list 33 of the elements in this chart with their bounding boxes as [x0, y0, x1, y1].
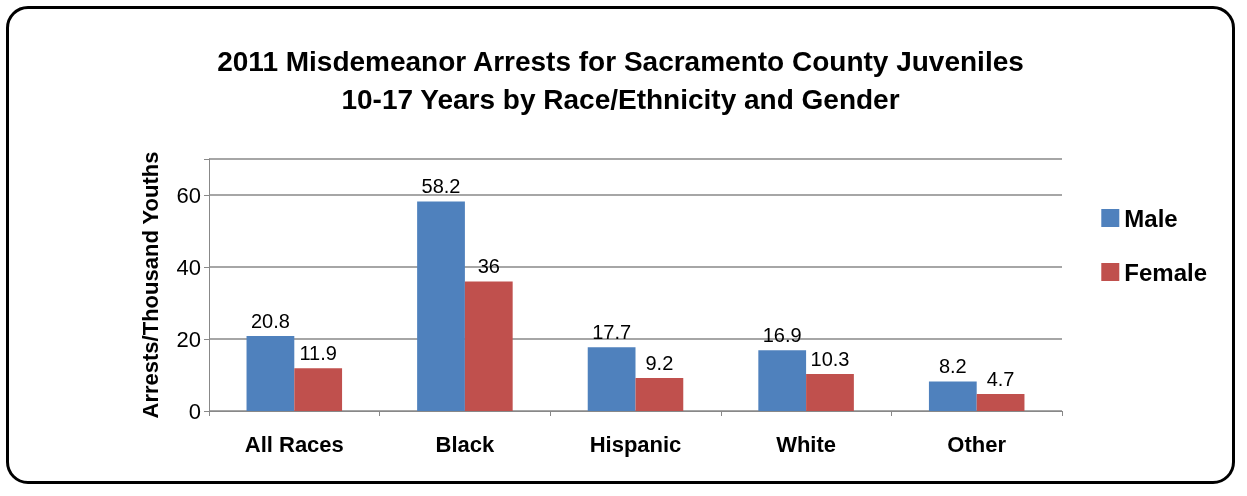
data-label: 36 — [477, 255, 500, 278]
data-label: 11.9 — [299, 342, 337, 365]
y-tick-label: 20 — [176, 326, 201, 352]
data-label: 10.3 — [810, 347, 850, 370]
legend-label: Male — [1124, 204, 1178, 232]
data-label: 4.7 — [986, 368, 1015, 391]
legend-label: Female — [1124, 258, 1208, 286]
data-label: 16.9 — [762, 324, 802, 347]
y-tick-label: 0 — [188, 398, 201, 424]
bar — [246, 336, 295, 411]
y-tick-label: 60 — [176, 182, 201, 208]
data-label: 17.7 — [592, 321, 632, 344]
bar — [806, 373, 854, 411]
data-label: 58.2 — [421, 175, 461, 198]
data-label: 20.8 — [250, 310, 290, 333]
x-tick-label: Other — [947, 431, 1007, 457]
data-label: 9.2 — [645, 351, 674, 374]
x-tick-label: Black — [435, 431, 496, 457]
bar — [417, 201, 465, 411]
bar — [976, 394, 1025, 411]
chart-title: 2011 Misdemeanor Arrests for Sacramento County Juveniles 10-17 Years by Race/Ethnicity and Gender — [217, 45, 1024, 115]
data-label: 8.2 — [938, 355, 967, 378]
x-tick-label: White — [776, 431, 837, 457]
bar — [758, 350, 807, 411]
x-tick-label: Hispanic — [589, 431, 682, 457]
bar — [635, 377, 684, 411]
y-tick-label: 40 — [176, 254, 201, 280]
x-tick-label: All Races — [244, 431, 344, 457]
bar — [928, 381, 977, 411]
bar — [587, 347, 636, 411]
y-axis-title: Arrests/Thousand Youths — [137, 151, 163, 419]
bar — [464, 281, 513, 411]
bar — [294, 368, 343, 411]
